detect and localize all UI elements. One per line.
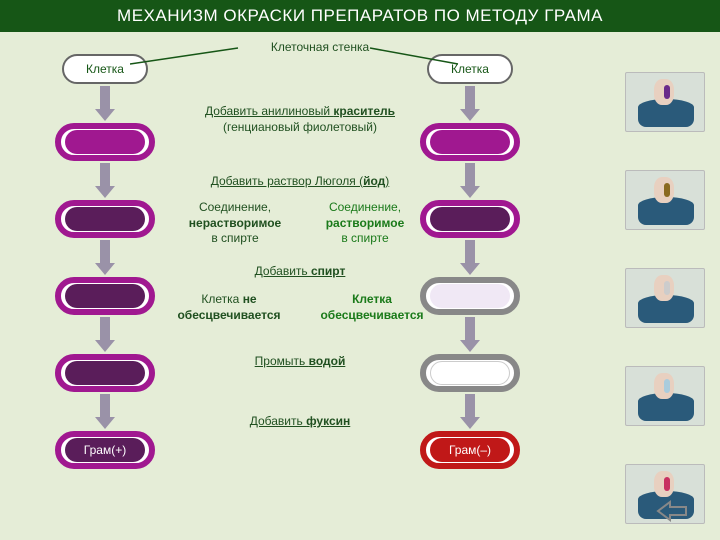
cell-stage4-right bbox=[420, 354, 520, 392]
arrow-head bbox=[95, 417, 115, 429]
cell-stage2-right bbox=[420, 200, 520, 238]
cell-label: Клетка bbox=[86, 62, 124, 76]
cell-stage3-left bbox=[55, 277, 155, 315]
step-5-left: Клетка не обесцвечивается bbox=[163, 292, 295, 323]
step-1: Добавить анилиновый краситель (генцианов… bbox=[175, 104, 425, 135]
cell-stage1-right bbox=[420, 123, 520, 161]
arrow-head bbox=[460, 263, 480, 275]
arrow-stem bbox=[100, 317, 110, 341]
arrow-head bbox=[95, 109, 115, 121]
step-2: Добавить раствор Люголя (йод) bbox=[175, 174, 425, 190]
arrow-stem bbox=[465, 394, 475, 418]
arrow-stem bbox=[465, 163, 475, 187]
arrow-head bbox=[95, 186, 115, 198]
step-3-split: Соединение, нерастворимое в спирте Соеди… bbox=[175, 200, 425, 247]
step-7: Добавить фуксин bbox=[175, 414, 425, 430]
label-gram-neg: Грам(–) bbox=[449, 443, 491, 457]
arrow-head bbox=[460, 340, 480, 352]
diagram-content: Клеточная стенка Клетка bbox=[0, 32, 720, 540]
arrow-head bbox=[460, 417, 480, 429]
arrow-head bbox=[460, 186, 480, 198]
arrow-head bbox=[95, 340, 115, 352]
step-5-split: Клетка не обесцвечивается Клетка обесцве… bbox=[163, 292, 438, 323]
cell-stage2-left bbox=[55, 200, 155, 238]
step-3-left: Соединение, нерастворимое в спирте bbox=[175, 200, 295, 247]
thumb-step-2 bbox=[625, 170, 705, 230]
cell-stage4-left bbox=[55, 354, 155, 392]
arrow-stem bbox=[465, 317, 475, 341]
step-4: Добавить спирт bbox=[175, 264, 425, 280]
arrow-head bbox=[460, 109, 480, 121]
label-gram-pos: Грам(+) bbox=[84, 443, 126, 457]
step-6: Промыть водой bbox=[175, 354, 425, 370]
arrow-head bbox=[95, 263, 115, 275]
thumb-step-1 bbox=[625, 72, 705, 132]
column-gram-positive: Клетка Грам(+) bbox=[55, 32, 155, 469]
arrow-stem bbox=[100, 163, 110, 187]
cell-stage1-left bbox=[55, 123, 155, 161]
column-gram-negative: Клетка Грам(–) bbox=[420, 32, 520, 469]
arrow-stem bbox=[100, 394, 110, 418]
connector-lines bbox=[130, 40, 490, 70]
back-arrow-icon bbox=[654, 498, 690, 524]
arrow-stem bbox=[465, 86, 475, 110]
arrow-stem bbox=[100, 86, 110, 110]
step-3-right: Соединение, растворимое в спирте bbox=[305, 200, 425, 247]
arrow-stem bbox=[465, 240, 475, 264]
page-title: МЕХАНИЗМ ОКРАСКИ ПРЕПАРАТОВ ПО МЕТОДУ ГР… bbox=[0, 0, 720, 32]
cell-final-left: Грам(+) bbox=[55, 431, 155, 469]
arrow-stem bbox=[100, 240, 110, 264]
step-5-right: Клетка обесцвечивается bbox=[306, 292, 438, 323]
thumb-step-3 bbox=[625, 268, 705, 328]
cell-final-right: Грам(–) bbox=[420, 431, 520, 469]
back-button[interactable] bbox=[652, 496, 692, 526]
thumb-step-4 bbox=[625, 366, 705, 426]
